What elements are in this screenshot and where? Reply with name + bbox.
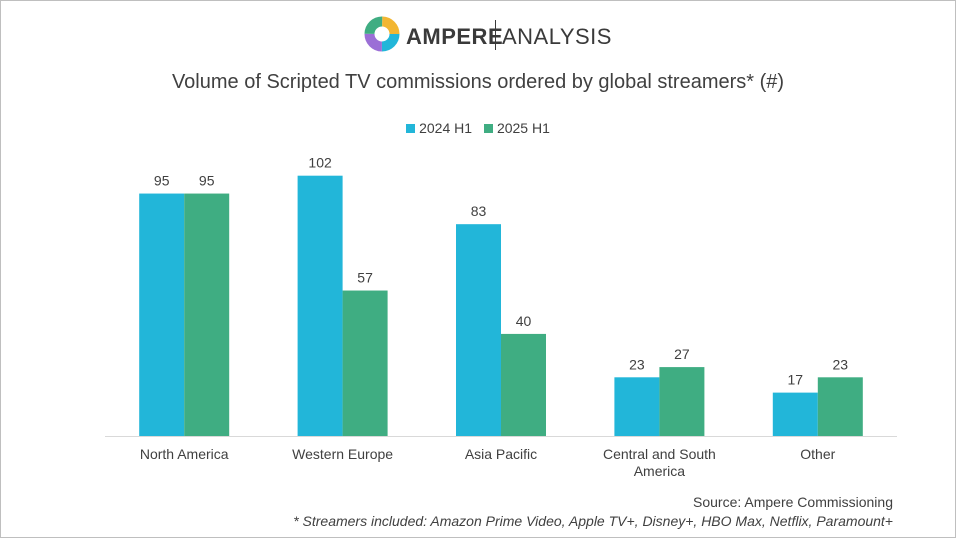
data-label-1-5: 17 [788, 372, 804, 388]
legend-swatch-series-1 [406, 124, 416, 133]
category-label-3: Asia Pacific [465, 446, 537, 462]
bar-chart-plot: 95 95 North America 102 57 Western Europe 83 40… [105, 155, 897, 479]
chart-legend: 2024 H1 2025 H1 [1, 120, 955, 136]
data-label-2-4: 27 [674, 346, 690, 362]
bar-2-4 [659, 367, 705, 436]
brand-name-secondary: ANALYSIS [502, 24, 612, 49]
category-label-5: Other [800, 446, 835, 462]
data-label-2-2: 57 [357, 270, 373, 286]
category-label-4-line-1: Central and South [603, 446, 716, 462]
data-label-2-1: 95 [199, 173, 215, 189]
legend-swatch-series-2 [483, 124, 493, 133]
bar-1-3 [456, 224, 501, 436]
legend-item-series-2: 2025 H1 [483, 120, 550, 136]
bar-1-1 [139, 193, 185, 436]
ampere-logo-icon [364, 16, 400, 52]
data-label-1-1: 95 [154, 173, 170, 189]
data-label-1-3: 83 [471, 203, 487, 219]
chart-footer: Source: Ampere Commissioning * Streamers… [293, 493, 893, 531]
bar-2-1 [184, 193, 230, 436]
legend-label-series-2: 2025 H1 [496, 120, 550, 136]
source-note: Source: Ampere Commissioning [693, 494, 893, 510]
legend-label-series-1: 2024 H1 [419, 120, 473, 136]
bar-2-5 [817, 377, 863, 436]
bar-1-5 [772, 392, 818, 436]
chart-title: Volume of Scripted TV commissions ordere… [171, 71, 785, 93]
data-label-2-3: 40 [516, 313, 532, 329]
bar-2-2 [342, 290, 388, 436]
bar-1-2 [297, 175, 343, 437]
category-label-4-line-2: America [634, 463, 686, 479]
category-label-1: North America [140, 446, 229, 462]
bar-1-4 [614, 377, 660, 436]
data-label-1-4: 23 [629, 356, 645, 372]
brand-separator [495, 20, 496, 50]
category-label-2: Western Europe [292, 446, 393, 462]
bar-2-3 [501, 333, 546, 436]
data-label-2-5: 23 [833, 356, 849, 372]
streamers-footnote: * Streamers included: Amazon Prime Video… [293, 513, 893, 529]
legend-item-series-1: 2024 H1 [406, 120, 472, 136]
data-label-1-2: 102 [308, 155, 332, 171]
brand-name-primary: AMPERE [406, 24, 504, 49]
